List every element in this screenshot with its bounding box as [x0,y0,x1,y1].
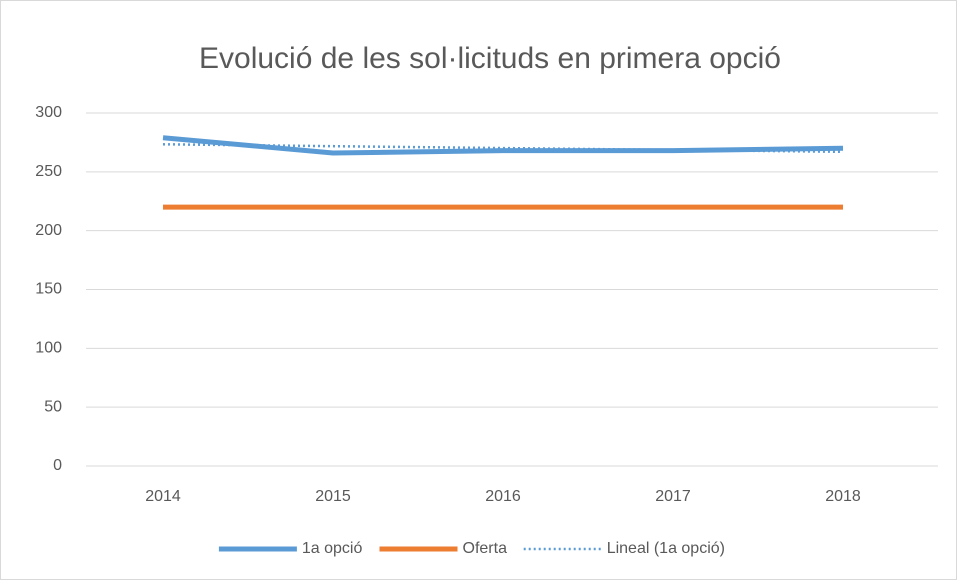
legend-label: 1a opció [302,540,363,557]
series-line [162,143,844,154]
legend-label: Oferta [463,540,508,557]
x-tick-label: 2016 [485,488,521,505]
x-tick-label: 2018 [825,488,861,505]
x-tick-label: 2014 [145,488,181,505]
y-tick-label: 300 [35,104,62,121]
y-tick-label: 50 [44,398,62,415]
x-tick-label: 2015 [315,488,351,505]
y-tick-label: 0 [53,457,62,474]
y-tick-label: 150 [35,281,62,298]
x-tick-label: 2017 [655,488,691,505]
legend-label: Lineal (1a opció) [607,540,725,557]
y-tick-label: 100 [35,340,62,357]
y-tick-label: 250 [35,163,62,180]
chart-title: Evolució de les sol·licituds en primera … [199,42,781,75]
y-tick-label: 200 [35,222,62,239]
